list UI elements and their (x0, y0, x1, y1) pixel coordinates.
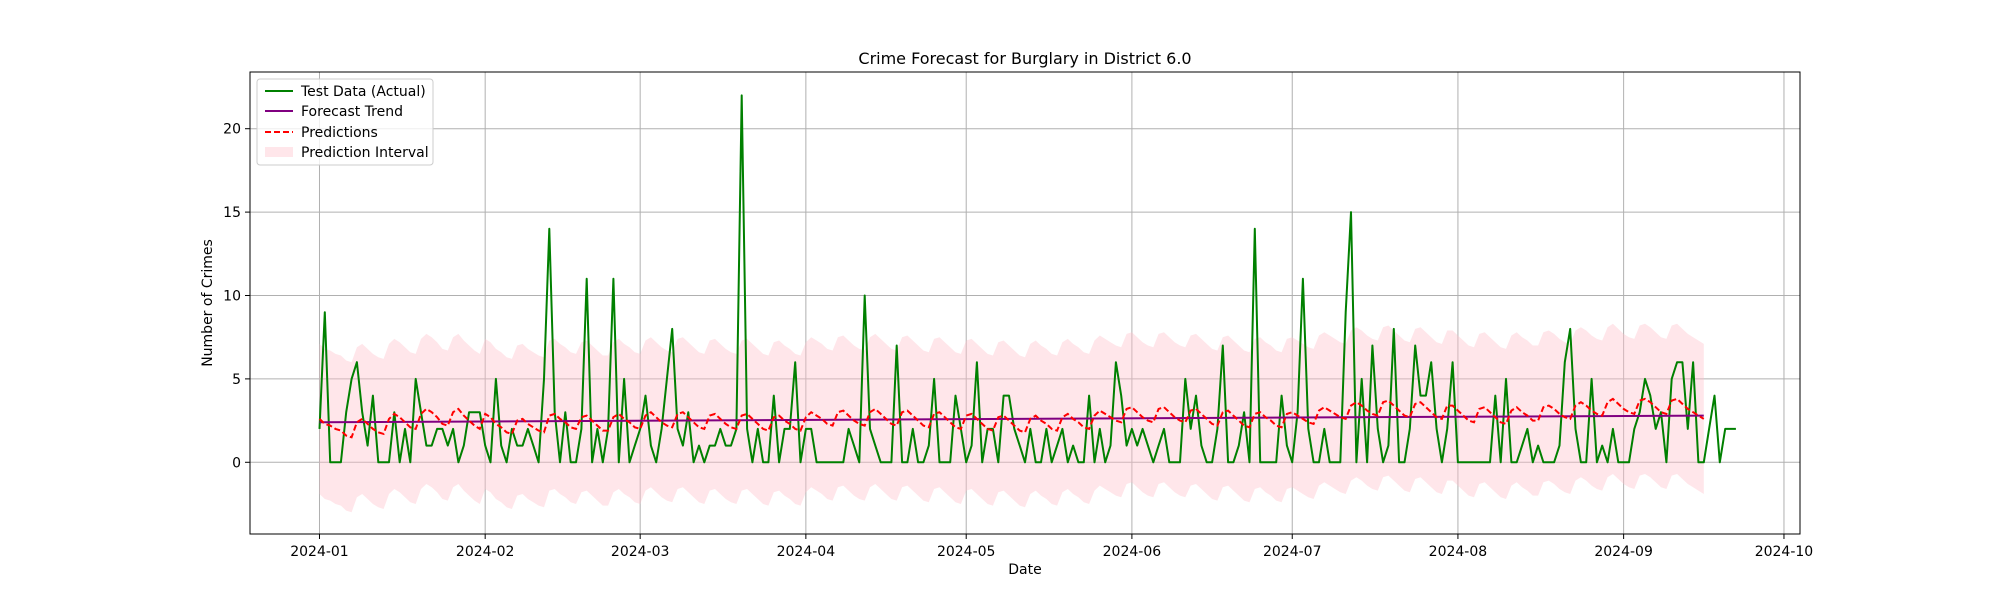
y-tick-label: 10 (223, 288, 241, 304)
legend-label-interval: Prediction Interval (301, 145, 429, 161)
y-tick-label: 0 (232, 455, 241, 471)
legend-swatch-interval (265, 147, 293, 157)
x-tick-label: 2024-04 (777, 544, 836, 560)
y-axis-label: Number of Crimes (200, 239, 216, 367)
x-tick-label: 2024-08 (1429, 544, 1488, 560)
y-tick-label: 5 (232, 372, 241, 388)
x-tick-label: 2024-02 (456, 544, 515, 560)
x-tick-label: 2024-09 (1594, 544, 1653, 560)
series-lines (318, 94, 1736, 464)
y-tick-label: 20 (223, 122, 241, 138)
chart-title: Crime Forecast for Burglary in District … (858, 49, 1191, 68)
legend: Test Data (Actual) Forecast Trend Predic… (256, 78, 434, 166)
x-tick-label: 2024-01 (290, 544, 349, 560)
legend-box (256, 78, 434, 166)
x-axis-ticks: 2024-01 2024-02 2024-03 2024-04 2024-05 2024-… (290, 534, 1813, 560)
x-tick-label: 2024-07 (1263, 544, 1322, 560)
y-tick-label: 15 (223, 205, 241, 221)
predictions-line (318, 397, 1705, 439)
x-tick-label: 2024-06 (1103, 544, 1162, 560)
x-tick-label: 2024-03 (611, 544, 670, 560)
plot-frame (249, 71, 1801, 535)
y-axis-ticks: 0 5 10 15 20 (223, 122, 250, 471)
x-axis-label: Date (1008, 562, 1041, 578)
forecast-trend-line (319, 414, 1704, 424)
x-tick-label: 2024-10 (1755, 544, 1814, 560)
x-tick-label: 2024-05 (937, 544, 996, 560)
legend-label-predictions: Predictions (301, 125, 378, 141)
legend-label-trend: Forecast Trend (301, 104, 403, 120)
legend-label-actual: Test Data (Actual) (300, 84, 426, 100)
